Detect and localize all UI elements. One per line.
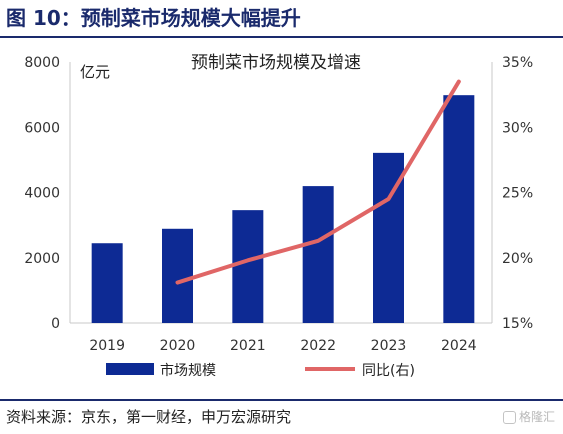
x-tick-2019: 2019 xyxy=(89,338,125,354)
chart-title: 预制菜市场规模及增速 xyxy=(191,53,361,73)
bar-2020 xyxy=(162,228,193,323)
x-tick-2020: 2020 xyxy=(160,338,196,354)
x-tick-2024: 2024 xyxy=(441,338,477,354)
right-tick-15%: 15% xyxy=(502,316,533,332)
right-axis-ticks: 15% 20% 25% 30% 35% xyxy=(502,55,533,332)
bar-2019 xyxy=(91,243,123,323)
right-tick-35%: 35% xyxy=(502,55,533,71)
left-tick-2000: 2000 xyxy=(24,251,60,267)
bar-2021 xyxy=(232,210,264,323)
left-tick-6000: 6000 xyxy=(24,120,60,136)
bar-2024 xyxy=(443,95,475,323)
bar-series xyxy=(91,95,475,323)
left-axis-ticks: 0 2000 4000 6000 8000 xyxy=(24,55,60,332)
figure-title: 图 10：预制菜市场规模大幅提升 xyxy=(6,6,301,30)
axes xyxy=(69,62,493,324)
y-axis-unit-label: 亿元 xyxy=(80,63,110,81)
legend-line-label: 同比(右) xyxy=(362,363,415,379)
watermark-logo-icon xyxy=(502,411,516,424)
title-divider xyxy=(0,36,563,38)
legend-bar-label: 市场规模 xyxy=(160,362,216,379)
x-tick-2022: 2022 xyxy=(300,338,336,354)
x-tick-2023: 2023 xyxy=(371,338,407,354)
legend-bar-swatch xyxy=(106,363,154,375)
left-tick-4000: 4000 xyxy=(24,186,60,202)
footer-divider xyxy=(0,399,563,401)
watermark: 格隆汇 xyxy=(502,404,555,430)
right-tick-30%: 30% xyxy=(502,120,533,136)
source-note: 资料来源：京东，第一财经，申万宏源研究 xyxy=(6,408,292,426)
left-tick-0: 0 xyxy=(51,316,60,332)
legend: 市场规模 同比(右) xyxy=(106,362,415,379)
right-tick-20%: 20% xyxy=(502,251,533,267)
right-tick-25%: 25% xyxy=(502,186,533,202)
watermark-text: 格隆汇 xyxy=(518,410,555,424)
line-series xyxy=(175,79,461,285)
left-tick-8000: 8000 xyxy=(24,55,60,71)
x-axis-ticks: 2019 2020 2021 2022 2023 2024 xyxy=(89,338,476,354)
bar-2022 xyxy=(302,186,334,323)
x-tick-2021: 2021 xyxy=(230,338,266,354)
